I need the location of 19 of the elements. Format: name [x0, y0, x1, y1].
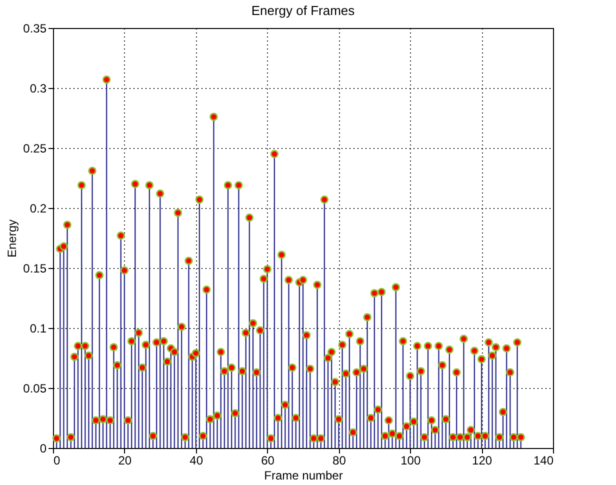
y-tick-label: 0: [40, 442, 47, 456]
x-tick-label: 120: [472, 454, 492, 468]
x-tick-label: 140: [533, 454, 554, 468]
x-axis-title: Frame number: [264, 468, 343, 482]
x-tick-label: 80: [332, 454, 346, 468]
y-tick-label: 0.2: [30, 202, 47, 216]
y-axis-title: Energy: [5, 219, 20, 258]
x-tick-label: 0: [54, 454, 60, 468]
x-tick-label: 60: [261, 454, 275, 468]
chart-title: Energy of Frames: [251, 3, 356, 18]
y-tick-label: 0.25: [23, 142, 47, 156]
x-tick-label: 40: [190, 454, 204, 468]
y-tick-label: 0.15: [23, 262, 47, 276]
x-tick-label: 20: [118, 454, 132, 468]
y-tick-label: 0.1: [30, 322, 47, 336]
y-tick-label: 0.35: [23, 22, 47, 36]
y-tick-label: 0.05: [23, 382, 47, 396]
y-tick-label: 0.3: [30, 82, 47, 96]
x-tick-label: 100: [400, 454, 421, 468]
